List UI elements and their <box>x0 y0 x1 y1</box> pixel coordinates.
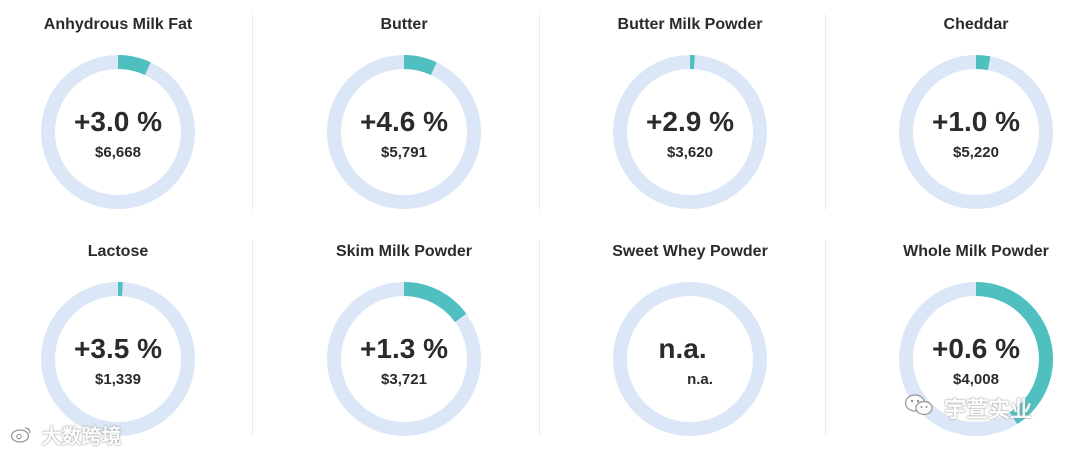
donut-ring <box>613 282 767 436</box>
percent-change: +1.3 % <box>360 333 448 364</box>
price-card-lactose[interactable]: Lactose +3.5 % $1,339 <box>0 227 243 447</box>
weibo-icon <box>10 425 32 449</box>
ring-progress <box>41 55 195 209</box>
ring-progress <box>899 282 1053 436</box>
price-card-cheddar[interactable]: Cheddar +1.0 % $5,220 <box>851 0 1080 220</box>
price-card-sweet-whey-powder[interactable]: Sweet Whey Powder n.a. n.a. <box>565 227 815 447</box>
card-title: Skim Milk Powder <box>335 243 473 260</box>
watermark-right: 宇萱实业 <box>904 392 1032 424</box>
donut-ring <box>899 282 1053 436</box>
column-divider <box>539 14 540 210</box>
percent-change: n.a. <box>658 333 707 364</box>
price-value: $5,791 <box>381 144 427 161</box>
watermark-right-text: 宇萱实业 <box>944 397 1033 422</box>
price-card-whole-milk-powder[interactable]: Whole Milk Powder +0.6 % $4,008 <box>851 227 1080 447</box>
ring-progress <box>899 55 1053 209</box>
watermark-left-text: 大数跨境 <box>41 426 122 448</box>
wechat-icon <box>904 393 934 423</box>
percent-change: +3.0 % <box>74 106 162 137</box>
card-title: Whole Milk Powder <box>903 243 1049 260</box>
card-title: Lactose <box>87 243 149 260</box>
price-value: $1,339 <box>95 371 141 388</box>
ring-track <box>613 282 767 436</box>
card-title: Butter <box>380 16 428 33</box>
donut-ring <box>41 55 195 209</box>
ring-progress <box>41 282 195 436</box>
ring-progress <box>613 55 767 209</box>
column-divider <box>539 240 540 436</box>
price-value: n.a. <box>687 371 713 388</box>
donut-ring <box>613 55 767 209</box>
donut-ring <box>41 282 195 436</box>
card-title: Anhydrous Milk Fat <box>43 16 193 33</box>
column-divider <box>252 240 253 436</box>
price-card-anhydrous-milk-fat[interactable]: Anhydrous Milk Fat +3.0 % $6,668 <box>0 0 243 220</box>
donut-ring <box>899 55 1053 209</box>
percent-change: +0.6 % <box>932 333 1020 364</box>
donut-ring <box>327 55 481 209</box>
price-value: $4,008 <box>953 371 999 388</box>
watermark-left: 大数跨境 <box>10 420 122 449</box>
percent-change: +3.5 % <box>74 333 162 364</box>
percent-change: +4.6 % <box>360 106 448 137</box>
card-title: Cheddar <box>943 16 1009 33</box>
card-title: Butter Milk Powder <box>617 16 763 33</box>
price-value: $5,220 <box>953 144 999 161</box>
column-divider <box>825 240 826 436</box>
ring-progress <box>327 55 481 209</box>
price-value: $3,721 <box>381 371 427 388</box>
price-card-skim-milk-powder[interactable]: Skim Milk Powder +1.3 % $3,721 <box>279 227 529 447</box>
price-card-butter[interactable]: Butter +4.6 % $5,791 <box>279 0 529 220</box>
column-divider <box>825 14 826 210</box>
price-value: $3,620 <box>667 144 713 161</box>
ring-progress <box>327 282 481 436</box>
percent-change: +1.0 % <box>932 106 1020 137</box>
price-value: $6,668 <box>95 144 141 161</box>
percent-change: +2.9 % <box>646 106 734 137</box>
card-title: Sweet Whey Powder <box>612 243 768 260</box>
donut-ring <box>327 282 481 436</box>
column-divider <box>252 14 253 210</box>
price-card-butter-milk-powder[interactable]: Butter Milk Powder +2.9 % $3,620 <box>565 0 815 220</box>
